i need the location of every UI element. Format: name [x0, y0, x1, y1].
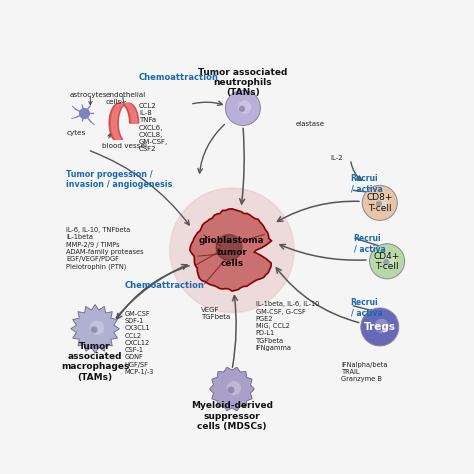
- Text: IL-1beta, IL-6, IL-10
GM-CSF, G-CSF
PGE2
MIG, CCL2
PD-L1
TGFbeta
IFNgamma: IL-1beta, IL-6, IL-10 GM-CSF, G-CSF PGE2…: [255, 301, 319, 351]
- Circle shape: [383, 259, 389, 265]
- Text: endothelial
cells: endothelial cells: [106, 91, 146, 105]
- Text: Recrui
/ activa: Recrui / activa: [351, 173, 383, 193]
- Text: glioblastoma
tumor
cells: glioblastoma tumor cells: [199, 236, 265, 268]
- Text: Tumor progession /
invasion / angiogenesis: Tumor progession / invasion / angiogenes…: [66, 170, 172, 190]
- Text: blood vessel: blood vessel: [102, 143, 147, 149]
- Circle shape: [238, 100, 251, 114]
- Text: VEGF
TGFbeta: VEGF TGFbeta: [201, 307, 230, 320]
- Text: CD4+
T-cell: CD4+ T-cell: [374, 252, 400, 271]
- Circle shape: [361, 308, 399, 346]
- Text: Tumor associated
neutrophils
(TANs): Tumor associated neutrophils (TANs): [198, 67, 288, 97]
- Text: CCL2
IL-8
TNFa
CXCL6,
CXCL8,
GM-CSF,
CSF2: CCL2 IL-8 TNFa CXCL6, CXCL8, GM-CSF, CSF…: [139, 103, 168, 152]
- Text: Recrui
/ activa: Recrui / activa: [354, 234, 385, 253]
- Circle shape: [226, 91, 260, 126]
- Circle shape: [90, 320, 104, 335]
- Text: elastase: elastase: [296, 121, 325, 127]
- Text: CD8+
T-cell: CD8+ T-cell: [366, 193, 393, 212]
- Polygon shape: [210, 367, 255, 411]
- Circle shape: [216, 235, 242, 260]
- Circle shape: [374, 319, 389, 333]
- Text: Recrui
/ activa: Recrui / activa: [351, 298, 383, 317]
- Circle shape: [170, 188, 294, 312]
- Text: Chemoattraction: Chemoattraction: [139, 73, 219, 82]
- Text: Tregs: Tregs: [364, 322, 396, 332]
- Text: Tumor
associated
macrophages
(TAMs): Tumor associated macrophages (TAMs): [61, 342, 129, 382]
- Polygon shape: [190, 209, 272, 291]
- Text: IFNalpha/beta
TRAIL
Granzyme B: IFNalpha/beta TRAIL Granzyme B: [341, 362, 388, 382]
- Circle shape: [228, 386, 235, 393]
- Text: GM-CSF
SDF-1
CX3CL1
CCL2
CXCL12
CSF-1
GDNF
HGF/SF
MCP-1/-3: GM-CSF SDF-1 CX3CL1 CCL2 CXCL12 CSF-1 GD…: [124, 311, 154, 375]
- Polygon shape: [71, 304, 119, 353]
- Circle shape: [227, 381, 241, 395]
- Text: Chemoattraction: Chemoattraction: [124, 282, 204, 291]
- Circle shape: [375, 325, 382, 331]
- Circle shape: [375, 195, 388, 209]
- Text: IL-6, IL-10, TNFbeta
IL-1beta
MMP-2/9 / TIMPs
ADAM-family proteases
EGF/VEGF/PDG: IL-6, IL-10, TNFbeta IL-1beta MMP-2/9 / …: [66, 227, 144, 270]
- Circle shape: [239, 106, 245, 112]
- Circle shape: [362, 185, 397, 220]
- Text: IL-2: IL-2: [330, 155, 343, 162]
- Circle shape: [370, 244, 405, 279]
- Circle shape: [91, 326, 98, 333]
- Text: cytes: cytes: [67, 130, 86, 136]
- Text: astrocytes: astrocytes: [70, 91, 107, 98]
- Circle shape: [376, 201, 382, 207]
- Circle shape: [382, 254, 395, 267]
- Text: Myeloid-derived
suppressor
cells (MDSCs): Myeloid-derived suppressor cells (MDSCs): [191, 401, 273, 431]
